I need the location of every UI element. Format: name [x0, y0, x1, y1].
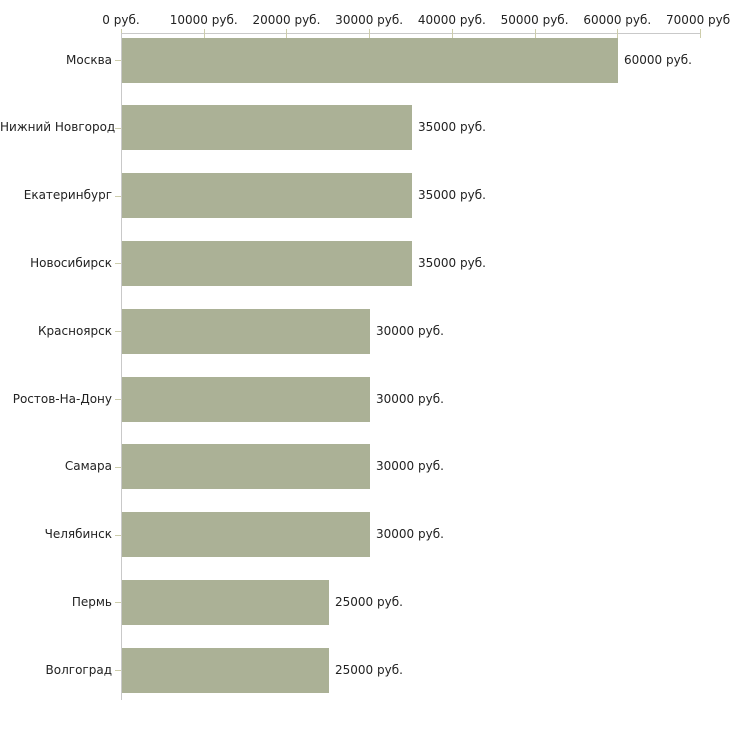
- y-axis-tick-mark: [115, 602, 121, 603]
- category-label: Екатеринбург: [23, 188, 112, 203]
- bar-6: [122, 376, 370, 422]
- bar-1: [122, 37, 618, 83]
- value-label: 25000 руб.: [335, 662, 403, 677]
- x-axis-tick-label: 70000 руб.: [666, 13, 730, 27]
- y-axis-tick-mark: [115, 535, 121, 536]
- y-axis-tick-mark: [115, 399, 121, 400]
- category-label: Москва: [66, 52, 112, 67]
- x-axis-tick-label: 60000 руб.: [583, 13, 652, 27]
- x-axis-line: [121, 33, 701, 34]
- bar-2: [122, 105, 412, 151]
- y-axis-tick-mark: [115, 263, 121, 264]
- category-label: Пермь: [71, 594, 112, 609]
- x-axis-tick-label: 40000 руб.: [417, 13, 486, 27]
- bar-7: [122, 444, 370, 490]
- category-label: Челябинск: [44, 527, 112, 542]
- bar-5: [122, 308, 370, 354]
- x-axis-tick-label: 50000 руб.: [500, 13, 569, 27]
- category-label: Волгоград: [45, 662, 112, 677]
- category-label: Красноярск: [38, 323, 112, 338]
- y-axis-line: [121, 33, 122, 700]
- y-axis-tick-mark: [115, 60, 121, 61]
- x-axis-tick-mark: [286, 29, 288, 38]
- x-axis-tick-label: 30000 руб.: [335, 13, 404, 27]
- category-label: Самара: [64, 459, 112, 474]
- bar-8: [122, 512, 370, 558]
- category-label: Нижний Новгород: [0, 120, 116, 135]
- y-axis-tick-mark: [115, 467, 121, 468]
- y-axis-tick-mark: [115, 331, 121, 332]
- bar-10: [122, 647, 329, 693]
- value-label: 60000 руб.: [624, 52, 692, 67]
- bar-9: [122, 579, 329, 625]
- value-label: 30000 руб.: [376, 527, 444, 542]
- value-label: 30000 руб.: [376, 323, 444, 338]
- x-axis-tick-mark: [617, 29, 619, 38]
- x-axis-tick-label: 20000 руб.: [252, 13, 321, 27]
- x-axis-tick-mark: [700, 29, 701, 38]
- x-axis-tick-mark: [451, 29, 453, 38]
- x-axis-tick-label: 10000 руб.: [169, 13, 238, 27]
- bar-4: [122, 240, 412, 286]
- bar-3: [122, 173, 412, 219]
- value-label: 35000 руб.: [418, 120, 486, 135]
- y-axis-tick-mark: [115, 128, 121, 129]
- y-axis-tick-mark: [115, 670, 121, 671]
- category-label: Новосибирск: [30, 255, 112, 270]
- value-label: 30000 руб.: [376, 391, 444, 406]
- value-label: 35000 руб.: [418, 188, 486, 203]
- value-label: 35000 руб.: [418, 255, 486, 270]
- x-axis-tick-mark: [534, 29, 536, 38]
- x-axis-tick-mark: [203, 29, 205, 38]
- y-axis-tick-mark: [115, 196, 121, 197]
- x-axis-tick-mark: [369, 29, 371, 38]
- value-label: 25000 руб.: [335, 594, 403, 609]
- x-axis-tick-label: 0 руб.: [102, 13, 140, 27]
- category-label: Ростов-На-Дону: [12, 391, 112, 406]
- value-label: 30000 руб.: [376, 459, 444, 474]
